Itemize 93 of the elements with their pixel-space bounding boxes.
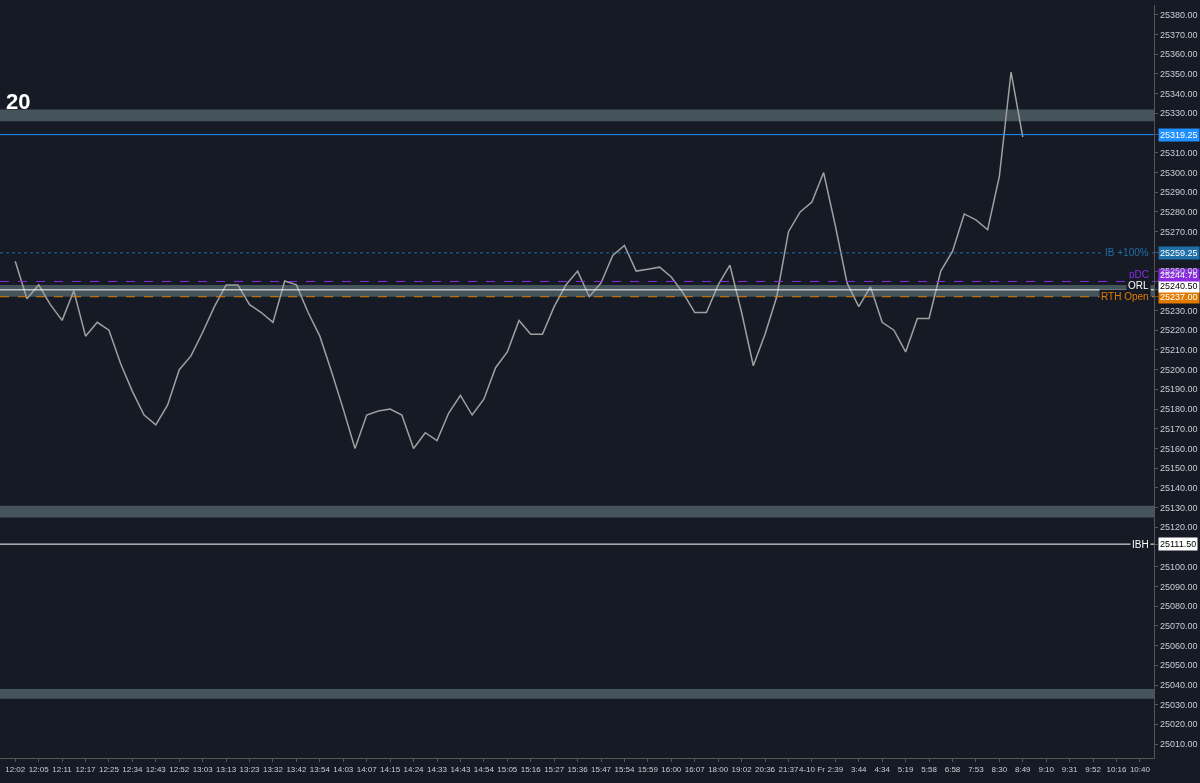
y-tick-label: 25200.00 [1160, 365, 1198, 375]
x-tick-label: 15:05 [497, 764, 518, 774]
x-tick-label: 14:07 [356, 764, 378, 774]
x-tick-label: 14:33 [426, 764, 448, 774]
x-tick-label: 13:13 [216, 764, 237, 774]
y-tick-label: 25350.00 [1160, 69, 1198, 79]
ref-line-label: pDC [1129, 269, 1150, 280]
x-tick-label: 16:07 [684, 764, 706, 774]
x-tick-label: 5:58 [921, 764, 938, 774]
x-tick-label: 15:54 [614, 764, 635, 774]
x-tick-label: 13:32 [262, 764, 284, 774]
y-tick-label: 25380.00 [1160, 10, 1198, 20]
y-tick-label: 25370.00 [1160, 30, 1198, 40]
x-tick-label: 12:34 [122, 764, 143, 774]
y-tick-label: 25319.25 [1160, 130, 1198, 140]
x-tick-label: 15:27 [544, 764, 565, 774]
x-tick-label: 15:59 [637, 764, 659, 774]
x-tick-label: 12:05 [28, 764, 50, 774]
x-tick-label: 16:00 [661, 764, 682, 774]
x-tick-label: 13:54 [309, 764, 331, 774]
x-tick-label: 12:43 [145, 764, 167, 774]
y-tick-label: 25280.00 [1160, 207, 1198, 217]
y-tick-label: 25237.00 [1160, 292, 1198, 302]
x-tick-label: 10:16 [1106, 764, 1128, 774]
y-tick-label: 25111.50 [1160, 539, 1197, 549]
ref-line-label: RTH Open [1101, 291, 1149, 302]
x-tick-label: 6:58 [944, 764, 961, 774]
y-tick-label: 25220.00 [1160, 325, 1198, 335]
y-tick-label: 25190.00 [1160, 384, 1198, 394]
y-tick-label: 25160.00 [1160, 444, 1198, 454]
text: 20 [6, 89, 31, 115]
x-tick-label: 19:02 [731, 764, 753, 774]
x-tick-label: 9:31 [1061, 764, 1078, 774]
x-tick-label: 15:36 [567, 764, 589, 774]
ref-line-label: IBH [1132, 539, 1149, 550]
y-tick-label: 25180.00 [1160, 404, 1198, 414]
y-tick-label: 25210.00 [1160, 345, 1198, 355]
x-tick-label: 7:53 [968, 764, 985, 774]
x-tick-label: 12:25 [98, 764, 120, 774]
y-tick-label: 25100.00 [1160, 562, 1198, 572]
x-tick-label: 8:30 [991, 764, 1008, 774]
y-tick-label: 25259.25 [1160, 248, 1198, 258]
x-tick-label: 2:39 [827, 764, 844, 774]
y-tick-label: 25040.00 [1160, 680, 1198, 690]
x-tick-label: 14:54 [473, 764, 495, 774]
y-tick-label: 25290.00 [1160, 187, 1198, 197]
x-tick-label: 9:10 [1038, 764, 1055, 774]
y-tick-label: 25030.00 [1160, 700, 1198, 710]
x-tick-label: 14:24 [403, 764, 425, 774]
x-tick-label: 4-10 Fr [799, 764, 826, 774]
x-tick-label: 9:52 [1085, 764, 1102, 774]
x-tick-label: 12:17 [75, 764, 97, 774]
y-tick-label: 25080.00 [1160, 601, 1198, 611]
x-tick-label: 10:40 [1129, 764, 1151, 774]
y-tick-label: 25170.00 [1160, 424, 1198, 434]
x-tick-label: 12:02 [5, 764, 26, 774]
y-tick-label: 25310.00 [1160, 148, 1198, 158]
y-tick-label: 25020.00 [1160, 719, 1198, 729]
x-tick-label: 14:03 [333, 764, 354, 774]
ref-line-label: IB +100% [1105, 247, 1149, 258]
y-tick-label: 25330.00 [1160, 108, 1198, 118]
y-tick-label: 25060.00 [1160, 641, 1198, 651]
x-tick-label: 21:37 [778, 764, 800, 774]
x-tick-label: 12:11 [52, 764, 73, 774]
y-tick-label: 25050.00 [1160, 660, 1198, 670]
y-tick-label: 25360.00 [1160, 49, 1198, 59]
y-tick-label: 25130.00 [1160, 503, 1198, 513]
y-tick-label: 25140.00 [1160, 483, 1198, 493]
x-tick-label: 3:44 [850, 764, 868, 774]
x-tick-label: 18:00 [708, 764, 729, 774]
y-tick-label: 25150.00 [1160, 463, 1198, 473]
x-tick-label: 20:36 [755, 764, 776, 774]
x-tick-label: 12:52 [169, 764, 190, 774]
x-tick-label: 4:34 [874, 764, 891, 774]
y-tick-label: 25010.00 [1160, 739, 1198, 749]
y-tick-label: 25270.00 [1160, 227, 1198, 237]
y-tick-label: 25340.00 [1160, 89, 1198, 99]
x-tick-label: 8:49 [1014, 764, 1032, 774]
y-tick-label: 25090.00 [1160, 582, 1198, 592]
x-tick-label: 15:16 [520, 764, 542, 774]
y-tick-label: 25300.00 [1160, 168, 1198, 178]
y-tick-label: 25230.00 [1160, 306, 1198, 316]
x-tick-label: 13:42 [286, 764, 307, 774]
y-tick-label: 25120.00 [1160, 522, 1198, 532]
x-tick-label: 14:43 [450, 764, 471, 774]
x-tick-label: 13:03 [192, 764, 214, 774]
x-tick-label: 5:19 [897, 764, 914, 774]
y-tick-label: 25070.00 [1160, 621, 1198, 631]
y-tick-label: 25240.50 [1160, 281, 1198, 291]
x-tick-label: 13:23 [239, 764, 261, 774]
x-tick-label: 14:15 [380, 764, 401, 774]
x-tick-label: 15:47 [591, 764, 612, 774]
ref-line-label: ORL [1128, 280, 1149, 291]
